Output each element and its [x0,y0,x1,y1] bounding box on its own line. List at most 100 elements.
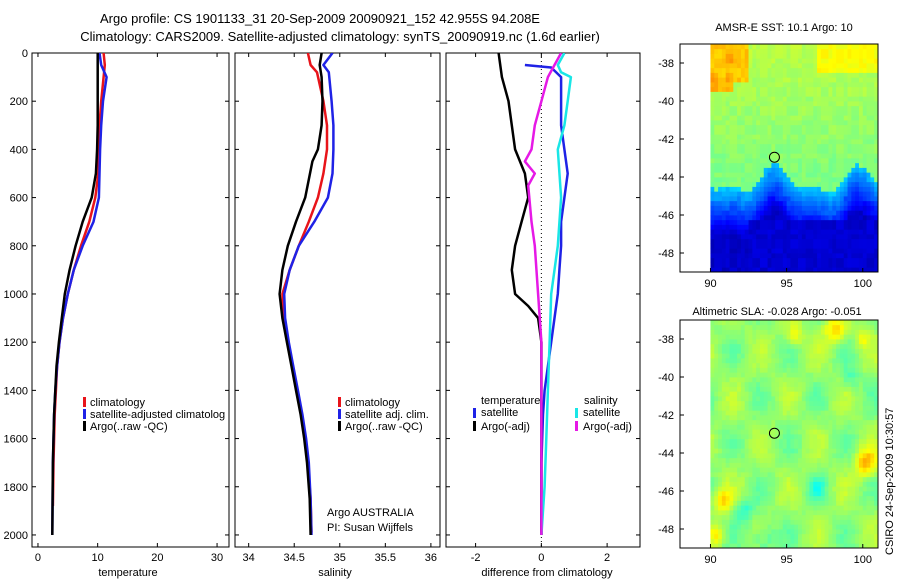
map-cell [794,391,799,397]
map-cell [744,500,749,506]
map-cell [725,153,730,159]
map-cell [798,86,803,92]
map-cell [851,543,856,548]
map-cell [790,358,795,364]
map-cell [779,505,784,511]
map-cell [809,229,814,235]
map-cell [851,505,856,511]
map-cell [744,372,749,378]
map-cell [771,324,776,330]
map-cell [714,491,719,497]
map-cell [828,367,833,373]
map-cell [748,467,753,473]
map-cell [813,324,818,330]
map-cell [740,181,746,187]
map-cell [862,219,867,225]
map-cell [759,91,765,97]
map-cell [862,410,867,416]
map-cell [744,172,749,178]
map-cell [759,191,765,197]
map-cell [851,386,856,392]
map-cell [813,248,818,254]
map-cell [721,148,727,154]
map-cell [729,243,734,249]
map-cell [718,139,723,145]
map-cell [771,348,776,354]
map-cell [828,248,833,254]
map-cell [828,143,833,149]
map-cell [718,491,723,497]
map-cell [775,210,780,216]
map-cell [767,353,772,359]
map-cell [847,491,852,497]
map-cell [836,129,841,135]
map-cell [866,424,871,430]
map-cell [779,191,784,197]
map-cell [794,462,799,468]
map-cell [824,486,829,492]
map-cell [763,438,768,444]
map-cell [832,248,837,254]
map-cell [809,120,814,126]
map-cell [805,191,810,197]
map-cell [775,434,780,440]
map-cell [851,519,856,525]
map-cell [771,253,776,259]
map-cell [874,105,878,111]
map-cell [824,386,829,392]
legend-swatch-temp-argo [473,421,476,431]
map-cell [828,419,833,425]
sst-map-panel: AMSR-E SST: 10.1 Argo: 10 90 95 100-38-40-… [658,22,879,290]
map-cell [733,219,738,225]
map-cell [874,129,878,135]
map-cell [786,453,791,459]
map-cell [718,148,723,154]
map-cell [729,334,734,340]
map-cell [725,405,730,411]
map-cell [866,362,871,368]
map-cell [786,86,791,92]
map-cell [782,543,788,548]
map-cell [775,238,780,244]
map-cell [725,77,730,83]
csiro-timestamp: CSIRO 24-Sep-2009 10:30:57 [884,408,896,555]
map-cell [839,533,845,539]
map-cell [801,115,807,121]
map-cell [710,424,715,430]
map-cell [805,229,810,235]
difference-xtick-label: 2 [604,552,610,564]
map-cell [733,224,738,230]
map-cell [775,462,780,468]
map-cell [847,172,852,178]
map-cell [809,72,814,78]
map-cell [874,362,878,368]
map-cell [855,429,860,435]
map-cell [737,134,742,140]
map-cell [820,339,826,345]
map-cell [782,177,788,183]
map-cell [718,381,723,387]
map-cell [870,257,875,263]
map-cell [744,77,749,83]
map-cell [744,105,749,111]
map-cell [843,491,848,497]
map-cell [828,215,833,221]
map-cell [851,267,856,272]
map-cell [828,434,833,440]
map-cell [782,158,788,164]
map-cell [775,96,780,102]
map-cell [740,486,746,492]
map-cell [737,334,742,340]
map-cell [805,200,810,206]
map-cell [839,205,845,211]
map-cell [824,372,829,378]
map-cell [782,457,788,463]
map-cell [763,110,768,116]
map-cell [843,405,848,411]
map-cell [786,105,791,111]
map-cell [729,48,734,54]
map-cell [843,457,848,463]
map-cell [759,257,765,263]
map-cell [813,129,818,135]
map-cell [786,262,791,268]
